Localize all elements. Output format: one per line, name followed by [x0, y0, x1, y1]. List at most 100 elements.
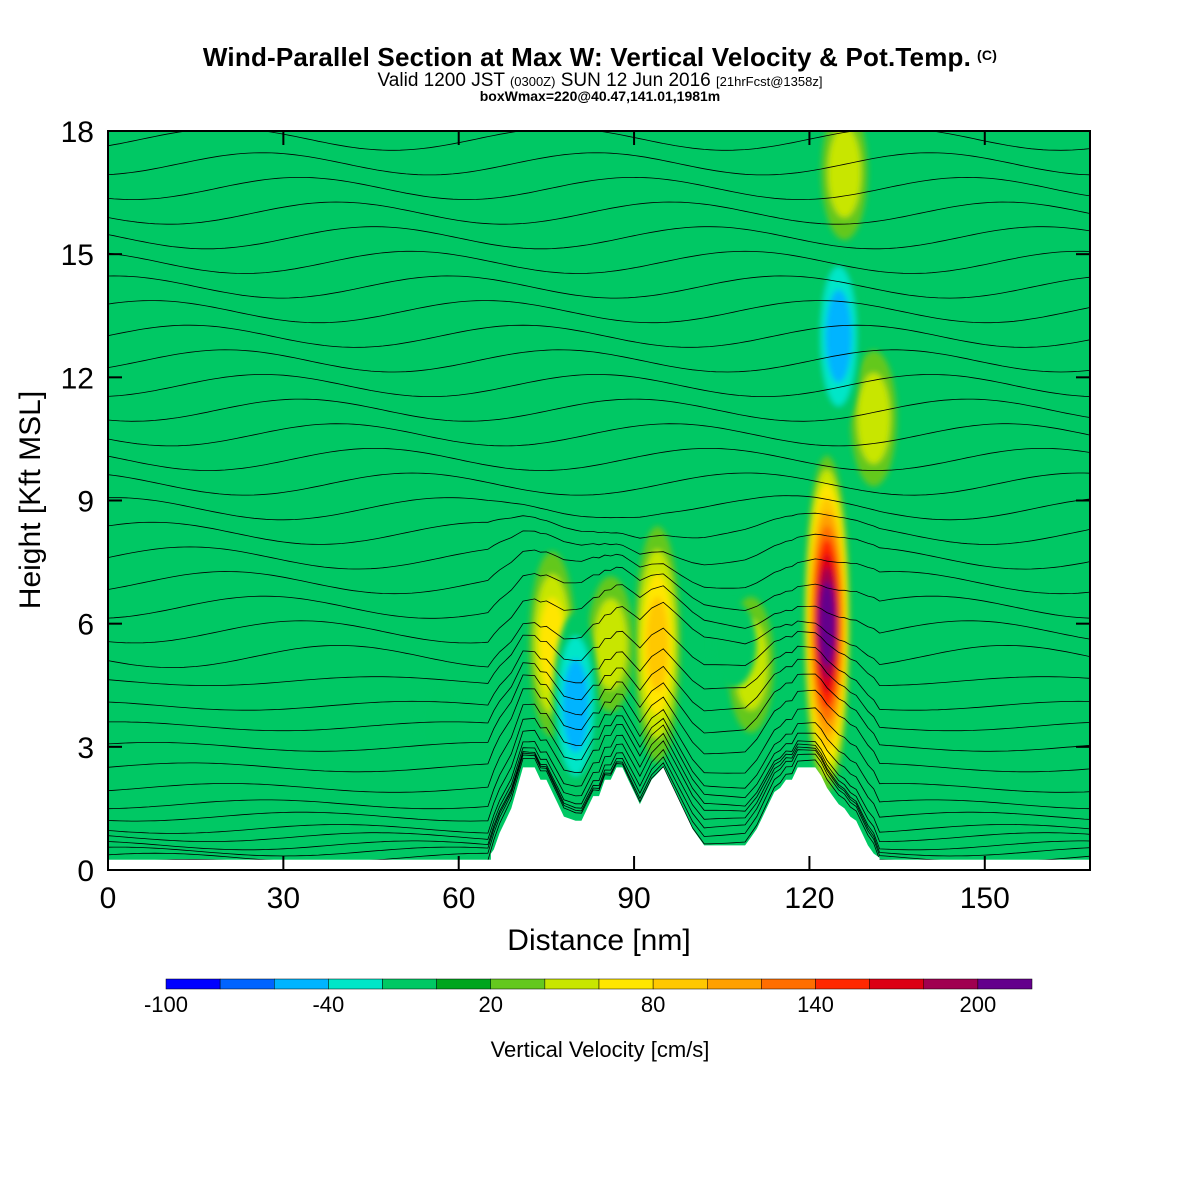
theta-contour [108, 740, 1090, 843]
chart-title: Wind-Parallel Section at Max W: Vertical… [0, 42, 1200, 73]
theta-contour [108, 732, 1090, 834]
chart-subtitle: Valid 1200 JST (0300Z) SUN 12 Jun 2016 [… [0, 70, 1200, 92]
theta-contour [108, 549, 1090, 595]
axes: 0 30 60 90 120 150 0 3 6 9 12 15 18 [61, 116, 1090, 915]
theta-contour [108, 201, 1090, 225]
downdraft-level [710, 601, 757, 688]
theta-contour [108, 423, 1090, 447]
theta-contour [108, 275, 1090, 299]
colorbar-swatch [382, 978, 437, 990]
downdraft-cell [710, 601, 757, 688]
colorbar-swatch [219, 978, 275, 990]
y-tick-label: 9 [77, 486, 94, 519]
theta-contour [108, 250, 1090, 274]
colorbar-swatch [328, 978, 383, 990]
updraft-level [594, 598, 628, 690]
colorbar-swatch [436, 978, 491, 990]
terrain-mask [490, 767, 880, 870]
theta-contour [108, 749, 1090, 857]
theta-contour [108, 724, 1090, 822]
theta-contour [108, 512, 1090, 545]
title-block: Wind-Parallel Section at Max W: Vertical… [0, 42, 1200, 104]
title-tag: (C) [977, 47, 998, 63]
colorbar-swatch [544, 978, 600, 990]
downdraft-level [562, 659, 589, 753]
colorbar-tick-label: 140 [797, 992, 834, 1017]
forecast-info-text: [21hrFcst@1358z] [716, 74, 823, 89]
colorbar-swatch [274, 978, 329, 990]
colorbar-title: Vertical Velocity [cm/s] [491, 1037, 710, 1062]
theta-contour [108, 226, 1090, 250]
y-tick-label: 18 [61, 116, 94, 149]
colorbar-swatch [707, 978, 762, 990]
chart-title-text: Wind-Parallel Section at Max W: Vertical… [202, 42, 972, 72]
colorbar-tick-label: -40 [312, 992, 344, 1017]
theta-contour [108, 300, 1090, 324]
y-tick-label: 12 [61, 362, 94, 395]
colorbar: -100 -40 20 80 140 200 [144, 978, 1033, 1017]
theta-contours [108, 131, 1090, 869]
y-axis-title: Height [Kft MSL] [14, 391, 47, 609]
x-tick-label: 90 [617, 882, 650, 915]
x-axis-title: Distance [nm] [507, 924, 690, 957]
colorbar-swatch [761, 978, 816, 990]
theta-contour [108, 645, 1090, 711]
theta-contour [108, 374, 1090, 397]
theta-contour [108, 495, 1090, 521]
theta-contour [108, 627, 1090, 687]
updraft-cell [850, 350, 897, 487]
y-tick-label: 3 [77, 732, 94, 765]
theta-contour [108, 324, 1090, 348]
x-tick-label: 30 [267, 882, 300, 915]
theta-contour [108, 176, 1090, 201]
updraft-level [820, 595, 834, 652]
theta-contour [108, 715, 1090, 810]
theta-contour [108, 746, 1090, 851]
y-tick-label: 6 [77, 609, 94, 642]
updraft-level [646, 596, 669, 692]
theta-contour [108, 658, 1090, 732]
x-tick-label: 120 [784, 882, 834, 915]
colorbar-swatch [923, 978, 979, 990]
colorbar-swatch [652, 978, 708, 990]
theta-contour [108, 601, 1090, 669]
colorbar-tick-label: 20 [479, 992, 503, 1017]
theta-contour [108, 530, 1090, 570]
theta-contour [108, 673, 1090, 752]
y-tick-label: 15 [61, 239, 94, 272]
updraft-cell [821, 131, 868, 241]
downdraft-cell [815, 243, 862, 430]
colorbar-tick-label: 200 [960, 992, 997, 1017]
colorbar-swatch [815, 978, 870, 990]
box-info-text: boxWmax=220@40.47,141.01,1981m [479, 88, 721, 104]
y-tick-label: 0 [77, 855, 94, 888]
colorbar-tick-label: -100 [144, 992, 188, 1017]
theta-contour [108, 584, 1090, 644]
updraft-level [828, 131, 861, 218]
colorbar-swatch [165, 978, 221, 990]
x-tick-label: 0 [100, 882, 117, 915]
theta-contour [108, 398, 1090, 422]
x-tick-label: 150 [960, 882, 1010, 915]
downdraft-cell [418, 683, 465, 770]
colorbar-tick-label: 80 [641, 992, 665, 1017]
valid-utc-text: (0300Z) [509, 74, 556, 89]
theta-contour [108, 703, 1090, 793]
updraft-cell [634, 526, 681, 763]
theta-contour [108, 152, 1090, 176]
plot-background [108, 131, 1090, 870]
downdraft-level [418, 683, 465, 770]
colorbar-swatch [977, 978, 1033, 990]
valid-time-text: Valid 1200 JST [377, 70, 505, 91]
downdraft-level [825, 289, 852, 383]
theta-contour [108, 472, 1090, 496]
theta-contour [108, 349, 1090, 373]
theta-contour [108, 448, 1090, 471]
x-tick-label: 60 [442, 882, 475, 915]
updraft-cell [587, 576, 634, 713]
theta-contour [108, 566, 1090, 619]
theta-contour [108, 688, 1090, 773]
updraft-level [857, 373, 891, 464]
valid-date-text: SUN 12 Jun 2016 [560, 70, 711, 91]
